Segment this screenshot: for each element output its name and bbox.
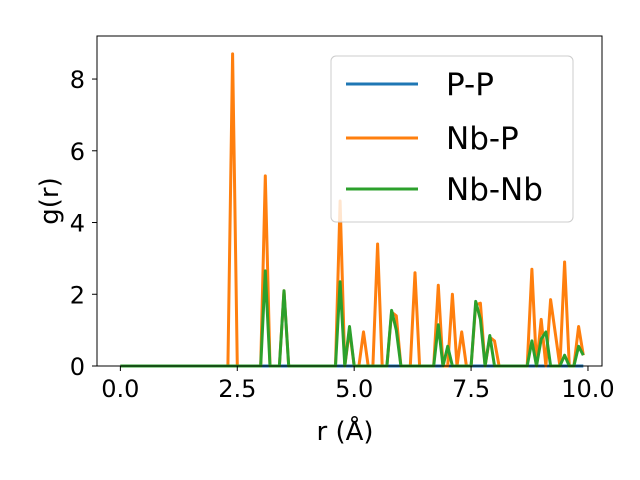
legend-label-p-p: P-P — [446, 67, 494, 103]
x-axis-label: r (Å) — [316, 415, 373, 447]
legend: P-P Nb-P Nb-Nb — [330, 55, 574, 223]
y-tick-label: 8 — [70, 66, 85, 94]
x-tick-label: 10.0 — [561, 375, 614, 403]
x-tick-label: 7.5 — [452, 375, 490, 403]
plot-frame — [96, 35, 603, 367]
legend-label-nb-nb: Nb-Nb — [446, 172, 543, 208]
x-tick-label: 0.0 — [101, 375, 139, 403]
y-tick-label: 2 — [70, 281, 85, 309]
legend-label-nb-p: Nb-P — [446, 121, 519, 157]
tick-layer: 0.0 2.5 5.0 7.5 10.0 0 2 4 6 8 — [70, 66, 615, 403]
x-tick-label: 5.0 — [335, 375, 373, 403]
y-axis-label: g(r) — [35, 177, 65, 224]
y-tick-label: 6 — [70, 138, 85, 166]
y-tick-label: 4 — [70, 210, 85, 238]
y-tick-label: 0 — [70, 353, 85, 381]
legend-box — [330, 55, 574, 223]
x-tick-label: 2.5 — [218, 375, 256, 403]
